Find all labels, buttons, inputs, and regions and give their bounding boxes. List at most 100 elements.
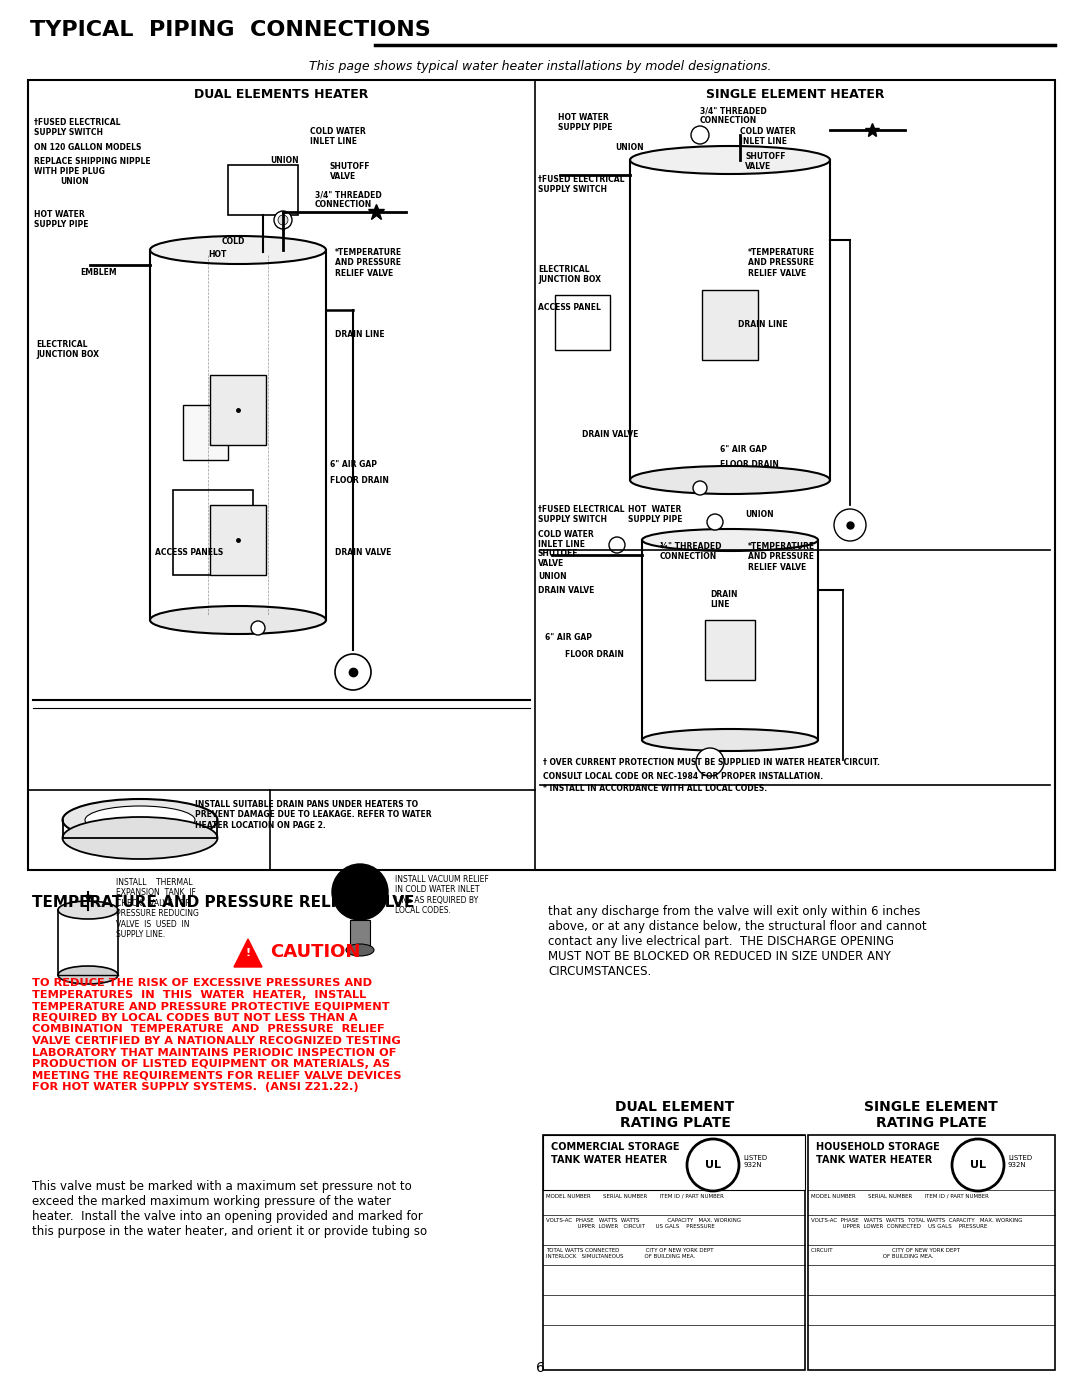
- Text: This page shows typical water heater installations by model designations.: This page shows typical water heater ins…: [309, 60, 771, 73]
- Circle shape: [707, 514, 723, 529]
- Text: TANK WATER HEATER: TANK WATER HEATER: [551, 1155, 667, 1165]
- Text: DRAIN
LINE: DRAIN LINE: [710, 590, 738, 609]
- Text: SHUTOFF
VALVE: SHUTOFF VALVE: [330, 162, 370, 182]
- Text: SINGLE ELEMENT
RATING PLATE: SINGLE ELEMENT RATING PLATE: [864, 1099, 998, 1130]
- Circle shape: [951, 1139, 1004, 1192]
- Text: 6" AIR GAP: 6" AIR GAP: [720, 446, 767, 454]
- Ellipse shape: [150, 606, 326, 634]
- Text: COLD: COLD: [222, 237, 245, 246]
- Text: HOT: HOT: [208, 250, 227, 258]
- Bar: [173, 490, 253, 576]
- Text: CONSULT LOCAL CODE OR NEC-1984 FOR PROPER INSTALLATION.: CONSULT LOCAL CODE OR NEC-1984 FOR PROPE…: [543, 773, 823, 781]
- Text: SINGLE ELEMENT HEATER: SINGLE ELEMENT HEATER: [705, 88, 885, 101]
- Circle shape: [278, 215, 288, 225]
- Ellipse shape: [63, 799, 217, 841]
- Text: †FUSED ELECTRICAL
SUPPLY SWITCH: †FUSED ELECTRICAL SUPPLY SWITCH: [538, 175, 624, 194]
- Text: ACCESS PANEL: ACCESS PANEL: [538, 303, 600, 312]
- Text: TANK WATER HEATER: TANK WATER HEATER: [816, 1155, 932, 1165]
- Text: CAUTION: CAUTION: [270, 943, 361, 961]
- Text: !: !: [245, 949, 251, 958]
- Text: VOLTS-AC  PHASE   WATTS  WATTS  TOTAL WATTS  CAPACITY   MAX. WORKING
           : VOLTS-AC PHASE WATTS WATTS TOTAL WATTS C…: [811, 1218, 1023, 1229]
- Text: EMBLEM: EMBLEM: [80, 268, 117, 277]
- Text: UNION: UNION: [745, 510, 773, 520]
- Bar: [808, 1134, 1055, 1370]
- Text: † OVER CURRENT PROTECTION MUST BE SUPPLIED IN WATER HEATER CIRCUIT.: † OVER CURRENT PROTECTION MUST BE SUPPLI…: [543, 759, 880, 767]
- Text: DRAIN VALVE: DRAIN VALVE: [538, 585, 594, 595]
- Text: 6: 6: [536, 1361, 544, 1375]
- Bar: [543, 1134, 805, 1190]
- Circle shape: [220, 528, 230, 538]
- Circle shape: [335, 654, 372, 690]
- Text: LISTED
932N: LISTED 932N: [743, 1155, 767, 1168]
- Ellipse shape: [346, 944, 374, 956]
- Bar: [705, 620, 755, 680]
- Text: UL: UL: [970, 1160, 986, 1171]
- Ellipse shape: [642, 729, 818, 752]
- Text: HOT WATER
SUPPLY PIPE: HOT WATER SUPPLY PIPE: [33, 210, 89, 229]
- Circle shape: [609, 536, 625, 553]
- Text: DRAIN VALVE: DRAIN VALVE: [582, 430, 638, 439]
- Circle shape: [274, 211, 292, 229]
- Text: CIRCUIT                                  CITY OF NEW YORK DEPT
                 : CIRCUIT CITY OF NEW YORK DEPT: [811, 1248, 960, 1259]
- Circle shape: [693, 481, 707, 495]
- Text: COLD WATER
INLET LINE: COLD WATER INLET LINE: [310, 127, 366, 147]
- Text: SHUTOFF
VALVE: SHUTOFF VALVE: [538, 549, 579, 569]
- Ellipse shape: [150, 236, 326, 264]
- Text: MODEL NUMBER       SERIAL NUMBER       ITEM ID / PART NUMBER: MODEL NUMBER SERIAL NUMBER ITEM ID / PAR…: [546, 1193, 724, 1199]
- Bar: [543, 1134, 805, 1370]
- Text: that any discharge from the valve will exit only within 6 inches
above, or at an: that any discharge from the valve will e…: [548, 905, 927, 978]
- Text: This valve must be marked with a maximum set pressure not to
exceed the marked m: This valve must be marked with a maximum…: [32, 1180, 427, 1238]
- Text: †FUSED ELECTRICAL
SUPPLY SWITCH: †FUSED ELECTRICAL SUPPLY SWITCH: [538, 504, 624, 524]
- Bar: [555, 295, 610, 351]
- Text: UNION: UNION: [615, 142, 644, 152]
- Text: * INSTALL IN ACCORDANCE WITH ALL LOCAL CODES.: * INSTALL IN ACCORDANCE WITH ALL LOCAL C…: [543, 784, 767, 793]
- Ellipse shape: [63, 817, 217, 859]
- Text: COLD WATER
INLET LINE: COLD WATER INLET LINE: [538, 529, 594, 549]
- Text: *TEMPERATURE
AND PRESSURE
RELIEF VALVE: *TEMPERATURE AND PRESSURE RELIEF VALVE: [335, 249, 402, 278]
- Text: ELECTRICAL
JUNCTION BOX: ELECTRICAL JUNCTION BOX: [36, 339, 99, 359]
- Text: COLD WATER
INLET LINE: COLD WATER INLET LINE: [740, 127, 796, 147]
- Text: UL: UL: [705, 1160, 721, 1171]
- Circle shape: [834, 509, 866, 541]
- Ellipse shape: [58, 965, 118, 983]
- Polygon shape: [234, 939, 262, 967]
- Text: HOUSEHOLD STORAGE: HOUSEHOLD STORAGE: [816, 1141, 940, 1153]
- Text: DUAL ELEMENTS HEATER: DUAL ELEMENTS HEATER: [193, 88, 368, 101]
- Bar: [210, 374, 266, 446]
- Text: HOT  WATER
SUPPLY PIPE: HOT WATER SUPPLY PIPE: [627, 504, 683, 524]
- Ellipse shape: [58, 901, 118, 919]
- Text: 6" AIR GAP: 6" AIR GAP: [545, 633, 592, 643]
- Text: TYPICAL  PIPING  CONNECTIONS: TYPICAL PIPING CONNECTIONS: [30, 20, 431, 41]
- Text: INSTALL VACUUM RELIEF
IN COLD WATER INLET
LINE AS REQUIRED BY
LOCAL CODES.: INSTALL VACUUM RELIEF IN COLD WATER INLE…: [395, 875, 489, 915]
- Text: FLOOR DRAIN: FLOOR DRAIN: [565, 650, 624, 659]
- Text: ACCESS PANELS: ACCESS PANELS: [156, 548, 224, 557]
- Bar: [183, 405, 228, 460]
- Text: INSTALL SUITABLE DRAIN PANS UNDER HEATERS TO
PREVENT DAMAGE DUE TO LEAKAGE. REFE: INSTALL SUITABLE DRAIN PANS UNDER HEATER…: [195, 800, 432, 830]
- Text: *TEMPERATURE
AND PRESSURE
RELIEF VALVE: *TEMPERATURE AND PRESSURE RELIEF VALVE: [748, 249, 815, 278]
- Text: REPLACE SHIPPING NIPPLE
WITH PIPE PLUG: REPLACE SHIPPING NIPPLE WITH PIPE PLUG: [33, 156, 150, 176]
- Circle shape: [687, 1139, 739, 1192]
- Text: TOTAL WATTS CONNECTED               CITY OF NEW YORK DEPT
INTERLOCK   SIMULTANEO: TOTAL WATTS CONNECTED CITY OF NEW YORK D…: [546, 1248, 714, 1259]
- Text: *TEMPERATURE
AND PRESSURE
RELIEF VALVE: *TEMPERATURE AND PRESSURE RELIEF VALVE: [748, 542, 815, 571]
- Text: DUAL ELEMENT
RATING PLATE: DUAL ELEMENT RATING PLATE: [616, 1099, 734, 1130]
- Text: DRAIN VALVE: DRAIN VALVE: [335, 548, 391, 557]
- Text: SHUTOFF
VALVE: SHUTOFF VALVE: [745, 152, 785, 172]
- Text: 3/4" THREADED
CONNECTION: 3/4" THREADED CONNECTION: [700, 106, 767, 126]
- Text: TEMPERATURE AND PRESSURE RELIEF VALVE: TEMPERATURE AND PRESSURE RELIEF VALVE: [32, 895, 415, 909]
- Text: TO REDUCE THE RISK OF EXCESSIVE PRESSURES AND
TEMPERATURES  IN  THIS  WATER  HEA: TO REDUCE THE RISK OF EXCESSIVE PRESSURE…: [32, 978, 402, 1092]
- Circle shape: [251, 622, 265, 636]
- Circle shape: [691, 126, 708, 144]
- Text: HOT WATER
SUPPLY PIPE: HOT WATER SUPPLY PIPE: [558, 113, 612, 133]
- Circle shape: [696, 747, 724, 775]
- Text: †FUSED ELECTRICAL
SUPPLY SWITCH: †FUSED ELECTRICAL SUPPLY SWITCH: [33, 117, 121, 137]
- Bar: [702, 291, 758, 360]
- Text: ELECTRICAL
JUNCTION BOX: ELECTRICAL JUNCTION BOX: [538, 265, 600, 285]
- Text: 6" AIR GAP: 6" AIR GAP: [330, 460, 377, 469]
- Bar: [210, 504, 266, 576]
- Text: FLOOR DRAIN: FLOOR DRAIN: [330, 476, 389, 485]
- Text: COMMERCIAL STORAGE: COMMERCIAL STORAGE: [551, 1141, 679, 1153]
- Bar: [350, 921, 370, 950]
- Text: LISTED
932N: LISTED 932N: [1008, 1155, 1032, 1168]
- Text: UNION: UNION: [270, 156, 299, 165]
- Bar: [228, 165, 298, 215]
